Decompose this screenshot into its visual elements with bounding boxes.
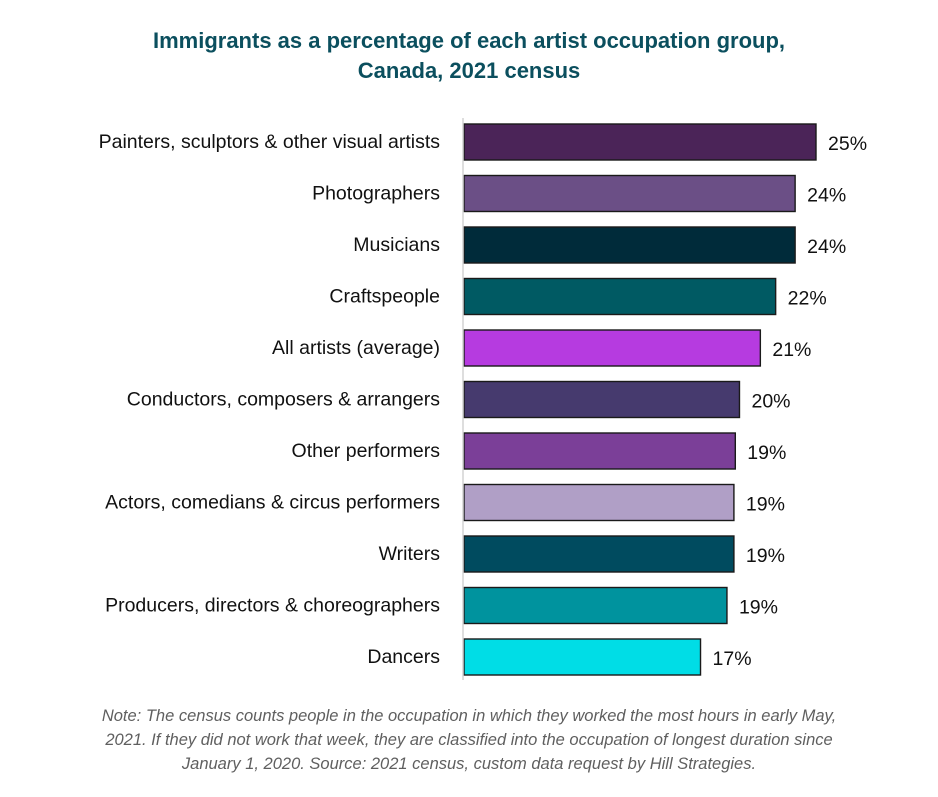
bar-group: Craftspeople 22%: [329, 277, 827, 316]
bar: [463, 638, 702, 676]
bar: [463, 123, 817, 161]
category-label: All artists (average): [272, 337, 440, 359]
category-label: Actors, comedians & circus performers: [105, 492, 440, 514]
bar-group: Other performers 19%: [292, 432, 786, 470]
category-label: Dancers: [367, 646, 440, 668]
data-label: 19%: [746, 494, 785, 516]
bar: [463, 226, 796, 264]
bar-group: Conductors, composers & arrangers 20%: [127, 380, 791, 419]
bar-group: Producers, directors & choreographers 19%: [105, 586, 778, 625]
data-label: 17%: [713, 648, 752, 670]
data-label: 19%: [746, 545, 785, 567]
data-label: 20%: [751, 391, 790, 413]
category-label: Producers, directors & choreographers: [105, 595, 440, 617]
chart-note-line-3: January 1, 2020. Source: 2021 census, cu…: [181, 755, 757, 773]
bar-group: Dancers 17%: [367, 638, 752, 676]
chart-note: Note: The census counts people in the oc…: [40, 704, 898, 776]
category-label: Painters, sculptors & other visual artis…: [99, 131, 441, 153]
chart-title-line-2: Canada, 2021 census: [357, 58, 581, 83]
bar-group: Photographers 24%: [312, 174, 846, 213]
chart-note-line-2: 2021. If they did not work that week, th…: [105, 731, 833, 749]
bar-group: Writers 19%: [379, 535, 785, 573]
bar-group: Musicians 24%: [353, 226, 846, 264]
bar-group: All artists (average) 21%: [272, 329, 811, 367]
data-label: 22%: [788, 288, 827, 310]
bar-chart: Painters, sculptors & other visual artis…: [99, 118, 867, 680]
category-label: Craftspeople: [329, 286, 440, 308]
bar: [463, 535, 735, 573]
bar: [463, 586, 728, 625]
data-label: 19%: [739, 597, 778, 619]
chart-title-line-1: Immigrants as a percentage of each artis…: [152, 28, 786, 53]
bar: [463, 432, 737, 470]
chart-title: Immigrants as a percentage of each artis…: [0, 26, 938, 86]
data-label: 21%: [772, 339, 811, 361]
data-label: 24%: [807, 236, 846, 258]
bar: [463, 174, 796, 213]
data-label: 25%: [828, 133, 867, 155]
category-label: Writers: [379, 543, 441, 565]
bars-layer: Painters, sculptors & other visual artis…: [99, 123, 867, 676]
category-label: Conductors, composers & arrangers: [127, 389, 440, 411]
chart-note-line-1: Note: The census counts people in the oc…: [101, 707, 837, 725]
category-label: Musicians: [353, 234, 440, 256]
bar-group: Actors, comedians & circus performers 19%: [105, 483, 785, 522]
category-label: Other performers: [292, 440, 441, 462]
bar-group: Painters, sculptors & other visual artis…: [99, 123, 867, 161]
category-label: Photographers: [312, 183, 440, 205]
bar: [463, 380, 741, 419]
data-label: 19%: [747, 442, 786, 464]
bar: [463, 329, 762, 367]
bar: [463, 483, 735, 522]
data-label: 24%: [807, 185, 846, 207]
bar: [463, 277, 777, 316]
